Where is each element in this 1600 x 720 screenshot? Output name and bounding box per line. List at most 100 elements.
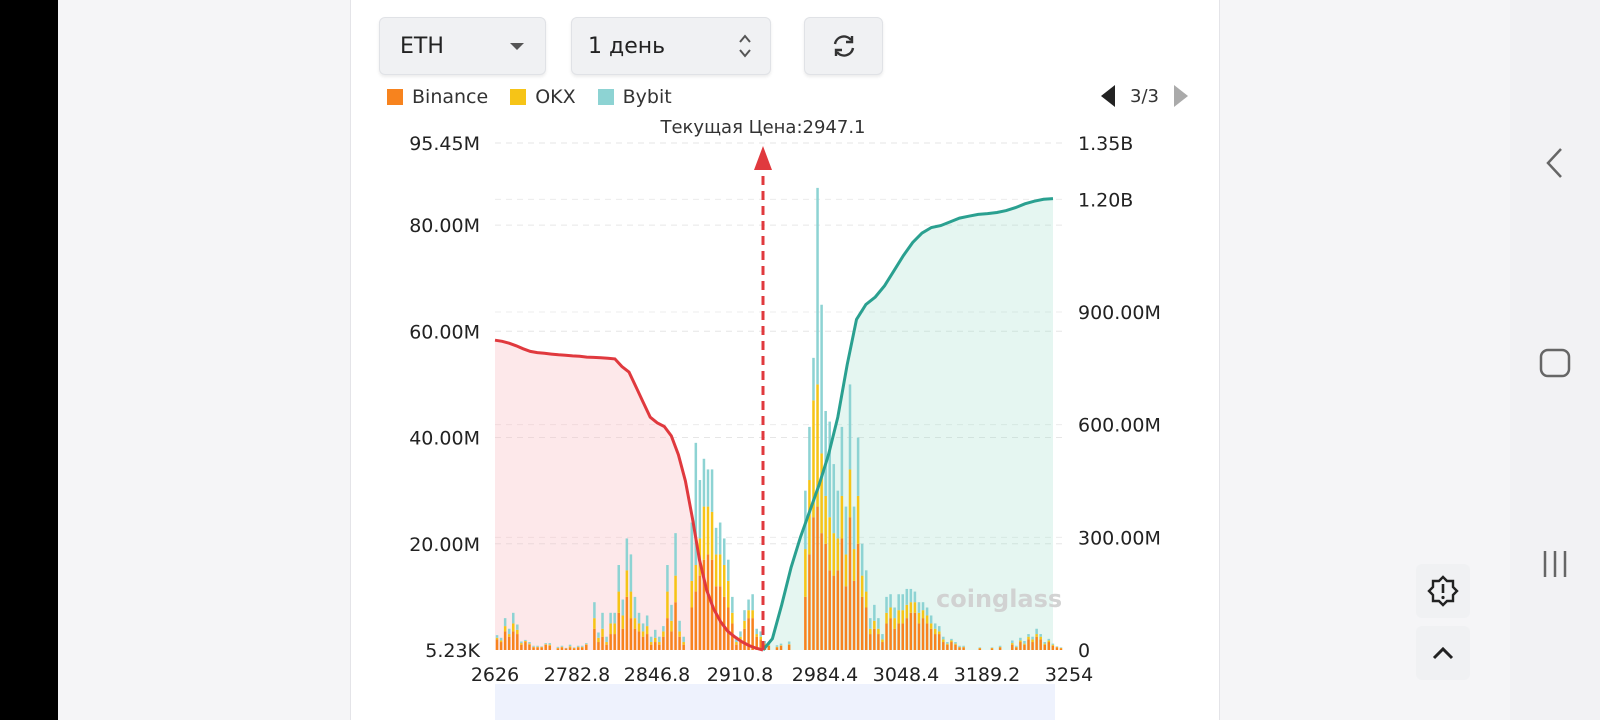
bar-bybit: [828, 421, 831, 518]
bar-bybit: [544, 643, 547, 645]
left-axis-tick: 40.00M: [409, 428, 480, 450]
bar-bybit: [609, 612, 612, 624]
bar-binance: [739, 639, 742, 650]
bar-okx: [933, 628, 937, 635]
bar-bybit: [1015, 645, 1018, 647]
bar-binance: [1015, 647, 1018, 650]
bar-okx: [962, 646, 965, 648]
bar-binance: [990, 648, 994, 650]
legend-binance[interactable]: Binance: [387, 86, 488, 108]
bar-binance: [885, 623, 888, 650]
bar-binance: [909, 612, 913, 650]
bar-binance: [836, 570, 840, 650]
bar-binance: [629, 618, 633, 650]
bar-okx: [597, 637, 600, 643]
bar-bybit: [1039, 634, 1042, 637]
range-slider[interactable]: [495, 684, 1055, 720]
bar-bybit: [1047, 638, 1051, 641]
chevron-down-icon: [510, 43, 524, 50]
legend-label-okx: OKX: [535, 86, 576, 108]
cumulative-area: [495, 340, 763, 650]
bar-okx: [824, 495, 827, 544]
bar-okx: [836, 538, 840, 571]
bar-okx: [1055, 646, 1059, 648]
bar-binance: [1023, 644, 1026, 650]
bar-okx: [609, 623, 612, 635]
x-axis-tick: 2846.8: [624, 664, 690, 686]
bar-binance: [511, 631, 515, 650]
bar-okx: [1019, 640, 1022, 643]
bar-binance: [499, 642, 503, 650]
refresh-button[interactable]: [804, 17, 883, 75]
bar-bybit: [804, 490, 807, 550]
bar-okx: [739, 636, 742, 640]
legend-bybit[interactable]: Bybit: [597, 86, 672, 108]
bar-binance: [763, 644, 767, 650]
bar-bybit: [860, 543, 864, 576]
bar-binance: [710, 559, 714, 650]
bar-binance: [694, 591, 698, 650]
back-icon[interactable]: [1510, 146, 1600, 180]
bar-binance: [516, 634, 519, 650]
bar-bybit: [499, 637, 503, 641]
bar-bybit: [605, 636, 608, 643]
bar-bybit: [735, 636, 738, 643]
bar-bybit: [1043, 642, 1047, 644]
bar-bybit: [694, 442, 698, 566]
bar-bybit: [1051, 643, 1055, 645]
bar-bybit: [962, 645, 965, 647]
recents-icon[interactable]: [1510, 548, 1600, 580]
right-axis-tick: 900.00M: [1078, 302, 1161, 324]
coin-select[interactable]: ETH: [379, 17, 546, 75]
bar-okx: [929, 623, 933, 629]
bar-binance: [564, 648, 568, 650]
bar-bybit: [775, 645, 779, 647]
bar-binance: [787, 644, 791, 650]
period-select[interactable]: 1 день: [571, 17, 771, 75]
bar-okx: [1027, 636, 1030, 640]
bar-binance: [1047, 642, 1051, 650]
bar-bybit: [662, 626, 665, 632]
scroll-top-button[interactable]: [1416, 626, 1470, 680]
bar-okx: [881, 639, 884, 643]
home-icon[interactable]: [1510, 347, 1600, 379]
bar-bybit: [832, 464, 836, 534]
current-price-label: Текущая Цена:2947.1: [659, 117, 865, 138]
bar-binance: [873, 628, 876, 650]
bar-okx: [779, 645, 783, 646]
bar-bybit: [641, 623, 645, 632]
bar-bybit: [808, 426, 811, 481]
bar-binance: [1039, 639, 1042, 650]
x-axis-tick: 2782.8: [544, 664, 610, 686]
bar-okx: [629, 591, 633, 619]
bar-okx: [812, 400, 815, 518]
bar-bybit: [933, 623, 937, 629]
next-page-icon[interactable]: [1173, 84, 1189, 108]
bar-binance: [946, 644, 949, 650]
bar-binance: [893, 628, 896, 650]
bar-bybit: [593, 602, 596, 619]
bar-okx: [524, 640, 527, 643]
bar-okx: [998, 646, 1002, 648]
android-nav-bar: [1510, 0, 1600, 720]
bar-bybit: [864, 570, 868, 592]
cumulative-line: [761, 197, 1054, 651]
bar-binance: [532, 647, 535, 650]
bar-binance: [601, 636, 604, 650]
bar-binance: [937, 634, 941, 650]
bar-bybit: [901, 594, 905, 611]
x-axis-tick: 3048.4: [873, 664, 939, 686]
bar-binance: [804, 596, 807, 650]
legend-okx[interactable]: OKX: [510, 86, 576, 108]
bar-bybit: [666, 565, 669, 592]
bar-okx: [869, 628, 872, 635]
prev-page-icon[interactable]: [1100, 84, 1116, 108]
bar-okx: [621, 615, 625, 629]
bar-okx: [698, 538, 702, 576]
bar-bybit: [990, 647, 994, 648]
bar-bybit: [682, 636, 685, 643]
bar-binance: [735, 644, 738, 650]
bar-okx: [1047, 640, 1051, 643]
feedback-button[interactable]: [1416, 564, 1470, 618]
bar-bybit: [836, 490, 840, 539]
